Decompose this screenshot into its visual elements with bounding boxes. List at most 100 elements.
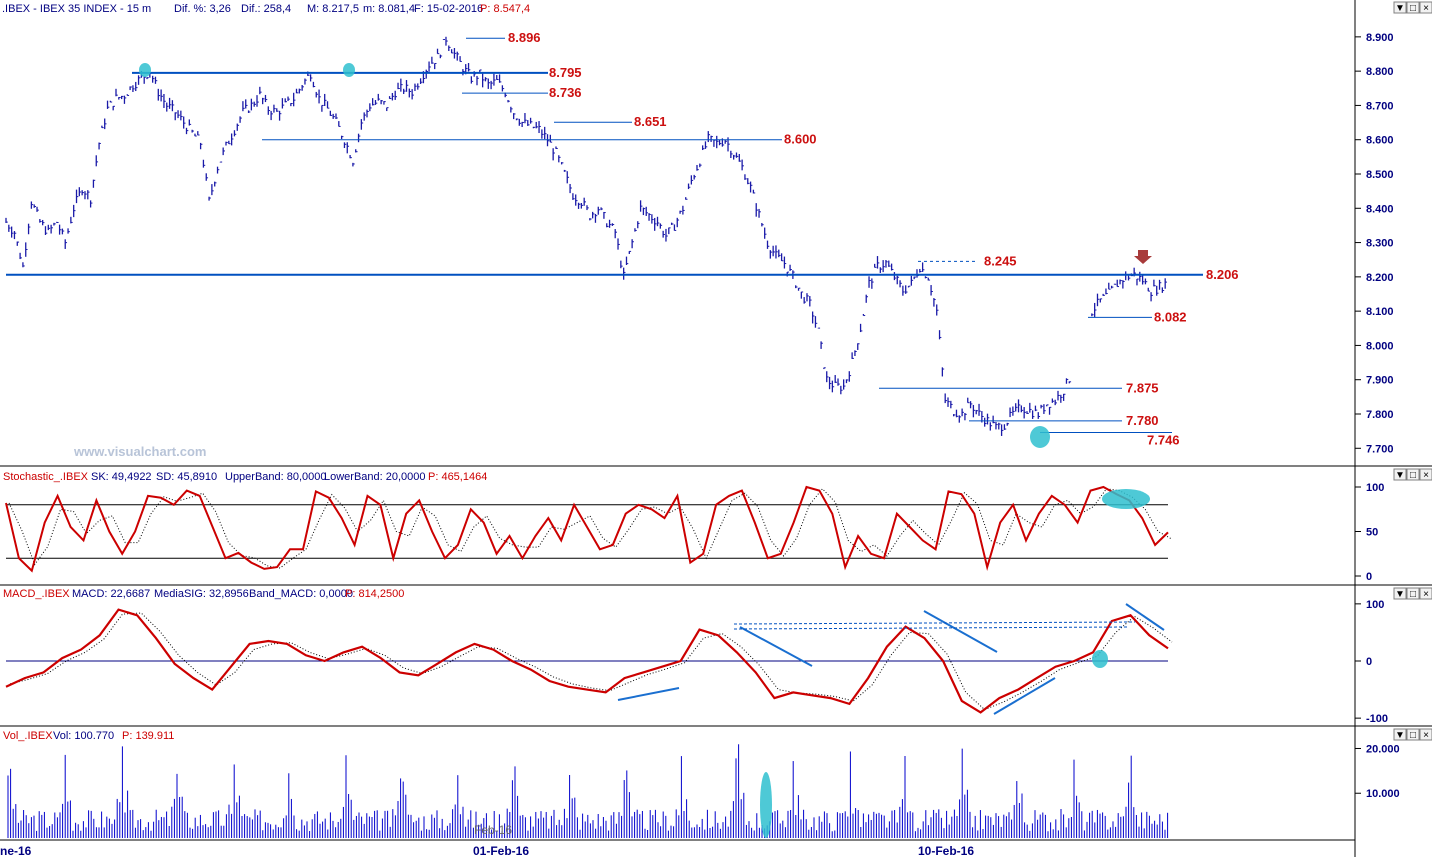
price-y-tick-label: 8.900 (1366, 32, 1394, 44)
macd-dashed-line (733, 621, 1136, 625)
window-button-glyph: □ (1410, 3, 1416, 14)
price-y-tick-label: 8.200 (1366, 272, 1394, 284)
x-overlay-label: Feb-16 (474, 823, 512, 837)
window-button (1406, 1, 1420, 14)
macd-header-sig: MediaSIG: 32,8956 (154, 588, 249, 600)
window-buttons: ▼ □ × ▼ □ × ▼ □ × ▼ □ × (1393, 1, 1432, 741)
macd-trend-line (617, 687, 680, 701)
level-label: 8.245 (984, 253, 1017, 268)
stoch-header-lower: LowerBand: 20,0000 (324, 471, 426, 483)
x-label-2: 10-Feb-16 (918, 844, 974, 857)
macd-trend-line (923, 610, 998, 653)
window-button-glyph: ▼ (1395, 730, 1405, 741)
level-label: 8.736 (549, 85, 582, 100)
level-label: 7.746 (1147, 433, 1180, 448)
price-header-symbol: .IBEX - IBEX 35 INDEX - 15 m (2, 3, 151, 15)
macd-header-band: Band_MACD: 0,0000 (249, 588, 353, 600)
window-button-glyph: × (1423, 589, 1429, 600)
level-label: 8.600 (784, 132, 817, 147)
vol-y-tick-label: 10.000 (1366, 788, 1400, 800)
level-label: 8.795 (549, 65, 582, 80)
price-y-tick-label: 8.400 (1366, 203, 1394, 215)
macd-y-tick-label: 100 (1366, 599, 1384, 611)
level-label: 7.780 (1126, 413, 1159, 428)
window-button-glyph: □ (1410, 730, 1416, 741)
down-arrow-icon (1134, 250, 1152, 264)
price-y-tick-label: 8.000 (1366, 340, 1394, 352)
vol-header: Vol_.IBEX Vol: 100.770 P: 139.911 (3, 730, 174, 742)
price-y-tick-label: 7.900 (1366, 375, 1394, 387)
level-label: 8.651 (634, 114, 667, 129)
window-button-glyph: × (1423, 470, 1429, 481)
highlight-marker (1030, 426, 1050, 448)
macd-y-tick-label: -100 (1366, 713, 1388, 725)
macd-y-tick-label: 0 (1366, 656, 1372, 668)
macd-header: MACD_.IBEX MACD: 22,6687 MediaSIG: 32,89… (3, 588, 404, 600)
price-header-date: F: 15-02-2016 (414, 3, 483, 15)
highlight-marker (1102, 489, 1150, 509)
price-y-tick-label: 8.600 (1366, 135, 1394, 147)
window-button (1419, 728, 1432, 741)
price-y-tick-label: 8.500 (1366, 169, 1394, 181)
highlight-marker (760, 772, 772, 838)
price-header-min: m: 8.081,4 (363, 3, 415, 15)
vol-header-p: P: 139.911 (122, 730, 174, 742)
macd-trend-line (1125, 603, 1165, 631)
stoch-header-name: Stochastic_.IBEX (3, 471, 89, 483)
x-label-1: 01-Feb-16 (473, 844, 529, 857)
price-header: .IBEX - IBEX 35 INDEX - 15 m Dif. %: 3,2… (2, 3, 530, 15)
window-button (1393, 728, 1407, 741)
price-header-p: P: 8.547,4 (480, 3, 530, 15)
price-y-tick-label: 8.300 (1366, 238, 1394, 250)
window-button (1406, 587, 1420, 600)
level-label: 8.896 (508, 30, 541, 45)
window-button (1393, 1, 1407, 14)
window-button-glyph: □ (1410, 589, 1416, 600)
stoch-header-p: P: 465,1464 (428, 471, 487, 483)
stoch-y-tick-label: 100 (1366, 482, 1384, 494)
x-label-0: ne-16 (0, 844, 32, 857)
window-button (1406, 728, 1420, 741)
macd-trend-line (993, 677, 1056, 715)
window-button-glyph: × (1423, 3, 1429, 14)
stoch-header: Stochastic_.IBEX SK: 49,4922 SD: 45,8910… (3, 471, 487, 483)
macd-line (5, 608, 1169, 714)
price-y-tick-label: 7.700 (1366, 443, 1394, 455)
highlight-marker (139, 63, 151, 77)
price-y-tick-label: 7.800 (1366, 409, 1394, 421)
window-button (1419, 1, 1432, 14)
window-button-glyph: □ (1410, 470, 1416, 481)
macd-header-macd: MACD: 22,6687 (72, 588, 150, 600)
window-button (1393, 468, 1407, 481)
level-label: 8.082 (1154, 309, 1187, 324)
macd-header-name: MACD_.IBEX (3, 588, 70, 600)
macd-signal-line (9, 612, 1173, 711)
macd-trend-line (739, 626, 813, 667)
highlight-marker (1092, 650, 1108, 668)
price-y-tick-label: 8.800 (1366, 66, 1394, 78)
axes: 8.900 8.800 8.700 8.600 8.500 8.400 8.300 8.200… (1355, 32, 1400, 800)
volume-panel (7, 744, 1169, 838)
stoch-header-sk: SK: 49,4922 (91, 471, 152, 483)
level-label: 7.875 (1126, 380, 1159, 395)
price-header-dif: Dif.: 258,4 (241, 3, 291, 15)
price-panel: 8.896 8.795 8.736 8.651 8.600 8.245 8.206 8.082… (5, 30, 1239, 448)
price-header-max: M: 8.217,5 (307, 3, 359, 15)
window-button-glyph: ▼ (1395, 3, 1405, 14)
stoch-sk-line (5, 485, 1169, 573)
window-button (1419, 468, 1432, 481)
price-y-tick-label: 8.700 (1366, 100, 1394, 112)
macd-panel (5, 603, 1173, 715)
vol-y-tick-label: 20.000 (1366, 743, 1400, 755)
macd-header-p: P: 814,2500 (345, 588, 404, 600)
stoch-y-tick-label: 50 (1366, 527, 1378, 539)
window-button (1406, 468, 1420, 481)
vol-header-name: Vol_.IBEX (3, 730, 53, 742)
price-header-difpct: Dif. %: 3,26 (174, 3, 231, 15)
macd-dashed-line (733, 626, 1129, 630)
window-button-glyph: ▼ (1395, 470, 1405, 481)
highlight-marker (343, 63, 355, 77)
vol-header-vol: Vol: 100.770 (53, 730, 114, 742)
